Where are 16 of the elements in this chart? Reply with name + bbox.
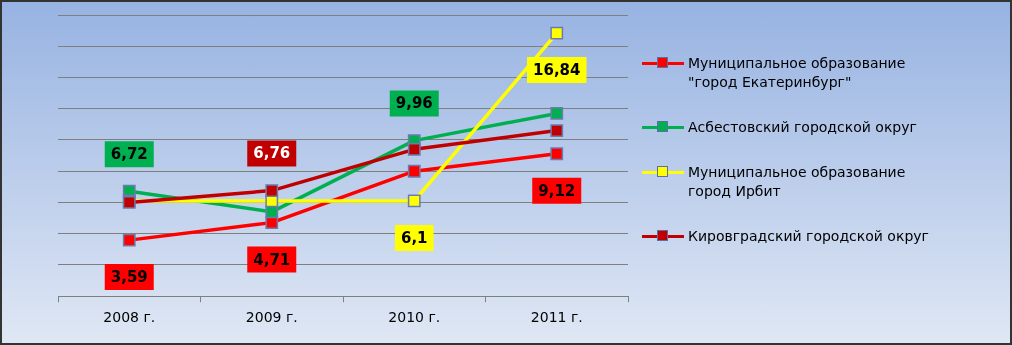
x-tick-label: 2011 г. <box>530 309 583 326</box>
legend-label: Кировградский городской округ <box>688 227 929 246</box>
data-label: 3,59 <box>110 268 148 287</box>
data-label: 6,72 <box>110 145 148 164</box>
x-tick-label: 2008 г. <box>103 309 156 326</box>
data-label: 6,1 <box>400 228 428 247</box>
data-label: 16,84 <box>533 61 581 80</box>
legend-label: Муниципальное образование "город Екатеринбург" <box>688 54 907 92</box>
data-label: 9,12 <box>538 181 576 200</box>
data-label: 9,96 <box>395 94 433 113</box>
x-tick-label: 2010 г. <box>388 309 441 326</box>
data-label: 6,76 <box>253 144 291 163</box>
data-label: 4,71 <box>253 250 291 269</box>
legend-label: Муниципальное образование город Ирбит <box>688 163 907 201</box>
legend-label: Асбестовский городской округ <box>688 118 917 137</box>
x-tick-label: 2009 г. <box>245 309 298 326</box>
